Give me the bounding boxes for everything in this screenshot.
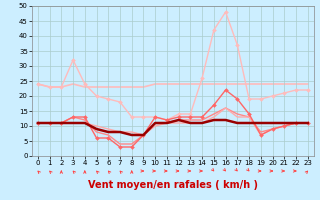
X-axis label: Vent moyen/en rafales ( km/h ): Vent moyen/en rafales ( km/h ) (88, 180, 258, 190)
